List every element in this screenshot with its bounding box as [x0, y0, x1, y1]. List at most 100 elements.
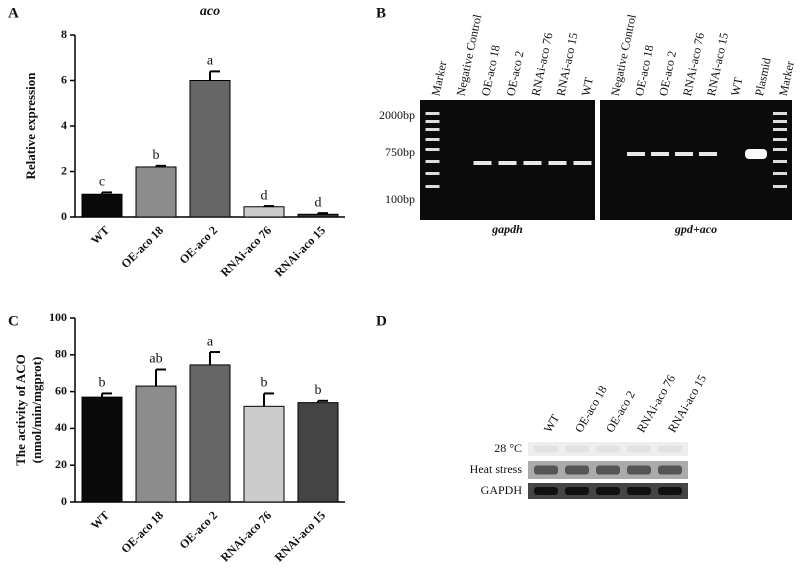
lane-label: RNAi-aco 15	[704, 31, 731, 97]
lane-label: RNAi-aco 76	[680, 31, 707, 97]
y-tick-label: 8	[61, 27, 67, 41]
significance-label: ab	[149, 352, 162, 367]
bar	[81, 193, 123, 218]
gel-band	[523, 161, 542, 165]
lane-label: OE-aco 2	[503, 50, 526, 98]
y-tick-label: 0	[61, 209, 67, 223]
lane-label: WT	[541, 411, 563, 435]
gel-band	[425, 138, 440, 141]
y-axis-label: The activity of ACO	[13, 354, 28, 466]
lane-label: WT	[728, 75, 746, 97]
x-tick-label: OE-aco 18	[118, 508, 166, 556]
gel-band	[773, 160, 787, 163]
gel-image	[420, 100, 595, 220]
significance-label: b	[153, 148, 160, 163]
gel-band	[773, 112, 787, 115]
size-label: 2000bp	[379, 108, 415, 122]
bar	[135, 166, 177, 218]
x-tick-label: OE-aco 2	[176, 223, 220, 267]
gel-band	[425, 185, 440, 188]
y-tick-label: 2	[61, 163, 67, 177]
gel-band	[773, 138, 787, 141]
row-label: Heat stress	[470, 462, 523, 476]
lane-label: Marker	[428, 60, 449, 97]
lane-label: OE-aco 18	[632, 44, 656, 97]
bar	[189, 80, 231, 218]
y-tick-label: 4	[61, 118, 67, 132]
lane-label: OE-aco 2	[656, 50, 679, 98]
bar	[243, 405, 285, 503]
blot-band	[627, 465, 651, 475]
lane-label: OE-aco 18	[478, 44, 502, 97]
x-tick-label: RNAi-aco 15	[272, 223, 328, 279]
gel-band	[425, 120, 440, 123]
gel-caption: gpd+aco	[674, 222, 717, 236]
blot-band	[565, 445, 589, 453]
gel-band	[773, 120, 787, 123]
blot-band	[534, 465, 558, 475]
significance-label: b	[261, 376, 268, 391]
x-tick-label: OE-aco 18	[118, 223, 166, 271]
bar	[189, 364, 231, 503]
y-tick-label: 0	[61, 494, 67, 508]
blot-band	[565, 487, 589, 495]
lane-label: WT	[578, 75, 596, 97]
panel-label: D	[376, 313, 387, 329]
gel-band	[425, 172, 440, 175]
panel-label: A	[8, 5, 19, 21]
x-tick-label: RNAi-aco 76	[218, 508, 274, 564]
significance-label: d	[315, 195, 322, 210]
gel-band	[745, 149, 767, 159]
blot-band	[565, 465, 589, 475]
significance-label: b	[315, 383, 322, 398]
bar	[243, 206, 285, 218]
gel-band	[425, 160, 440, 163]
bar	[135, 385, 177, 503]
gel-band	[699, 152, 717, 156]
significance-label: b	[99, 376, 106, 391]
y-axis-label: (nmol/min/mgprot)	[29, 357, 44, 464]
lane-label: RNAi-aco 76	[528, 31, 555, 97]
bar	[297, 402, 339, 503]
panel-label: C	[8, 313, 19, 329]
lane-label: Marker	[776, 60, 797, 97]
lane-label: OE-aco 2	[603, 388, 638, 435]
y-tick-label: 6	[61, 72, 67, 86]
y-tick-label: 80	[55, 347, 67, 361]
y-axis-label: Relative expression	[23, 72, 38, 180]
blot-band	[596, 445, 620, 453]
row-label: 28 °C	[494, 441, 522, 455]
y-tick-label: 100	[49, 310, 67, 324]
gel-band	[675, 152, 693, 156]
blot-band	[627, 487, 651, 495]
gel-band	[425, 112, 440, 115]
blot-band	[534, 487, 558, 495]
x-tick-label: RNAi-aco 15	[272, 508, 328, 564]
bar	[81, 396, 123, 503]
gel-band	[773, 172, 787, 175]
bar	[297, 213, 339, 218]
gel-caption: gapdh	[491, 222, 523, 236]
gel-band	[627, 152, 645, 156]
chart-title: aco	[200, 4, 220, 19]
y-tick-label: 60	[55, 383, 67, 397]
x-tick-label: RNAi-aco 76	[218, 223, 274, 279]
blot-band	[658, 445, 682, 453]
significance-label: c	[99, 175, 105, 190]
blot-band	[596, 487, 620, 495]
x-tick-label: WT	[88, 508, 112, 532]
significance-label: a	[207, 54, 214, 69]
significance-label: d	[261, 188, 268, 203]
blot-band	[658, 487, 682, 495]
blot-band	[534, 445, 558, 453]
x-tick-label: OE-aco 2	[176, 508, 220, 552]
gel-band	[548, 161, 567, 165]
blot-band	[658, 465, 682, 475]
gel-band	[773, 148, 787, 151]
gel-band	[651, 152, 669, 156]
row-label: GAPDH	[481, 483, 523, 497]
gel-band	[573, 161, 592, 165]
blot-band	[627, 445, 651, 453]
significance-label: a	[207, 334, 214, 349]
